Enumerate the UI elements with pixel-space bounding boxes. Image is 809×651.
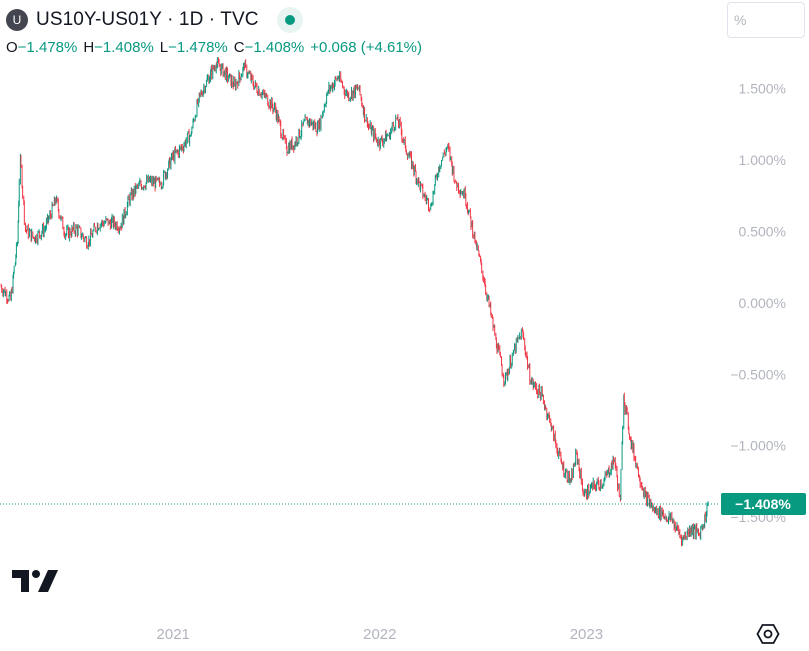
status-dot <box>284 15 295 25</box>
x-tick-label: 2021 <box>157 626 190 643</box>
y-tick-label: 0.500% <box>739 223 786 239</box>
last-price-tag: −1.408% <box>721 493 806 515</box>
candlestick-series <box>0 57 709 547</box>
y-tick-label: −1.000% <box>730 438 786 454</box>
x-tick-label: 2023 <box>570 626 603 643</box>
last-price-label: −1.408% <box>735 496 791 512</box>
open-label: O <box>6 39 18 56</box>
symbol-title[interactable]: US10Y-US01Y · 1D · TVC <box>36 9 259 30</box>
change-value: +0.068 (+4.61%) <box>310 39 423 56</box>
chart-header: U US10Y-US01Y · 1D · TVC <box>6 6 303 34</box>
x-tick-label: 2022 <box>363 626 396 643</box>
ohlc-legend: O−1.478% H−1.408% L−1.478% C−1.408% +0.0… <box>6 39 422 56</box>
percent-scale-button[interactable]: % <box>727 2 805 38</box>
close-value: −1.408% <box>244 39 305 56</box>
tradingview-logo-icon[interactable] <box>12 568 60 594</box>
open-value: −1.478% <box>17 39 78 56</box>
y-tick-label: 1.500% <box>739 81 786 97</box>
high-value: −1.408% <box>94 39 154 56</box>
close-label: C <box>233 39 245 56</box>
low-value: −1.478% <box>168 39 228 56</box>
low-label: L <box>159 39 169 56</box>
price-axis[interactable]: 1.500%1.000%0.500%0.000%−0.500%−1.000%−1… <box>730 81 786 526</box>
y-tick-label: 1.000% <box>739 152 786 168</box>
y-tick-label: −0.500% <box>730 366 786 382</box>
high-label: H <box>83 39 95 56</box>
y-tick-label: 0.000% <box>739 295 786 311</box>
chart-settings-icon[interactable] <box>756 622 780 646</box>
symbol-logo[interactable]: U <box>6 9 28 31</box>
market-status-icon[interactable] <box>276 7 303 33</box>
time-axis[interactable]: 2021 2022 2023 <box>157 626 604 643</box>
